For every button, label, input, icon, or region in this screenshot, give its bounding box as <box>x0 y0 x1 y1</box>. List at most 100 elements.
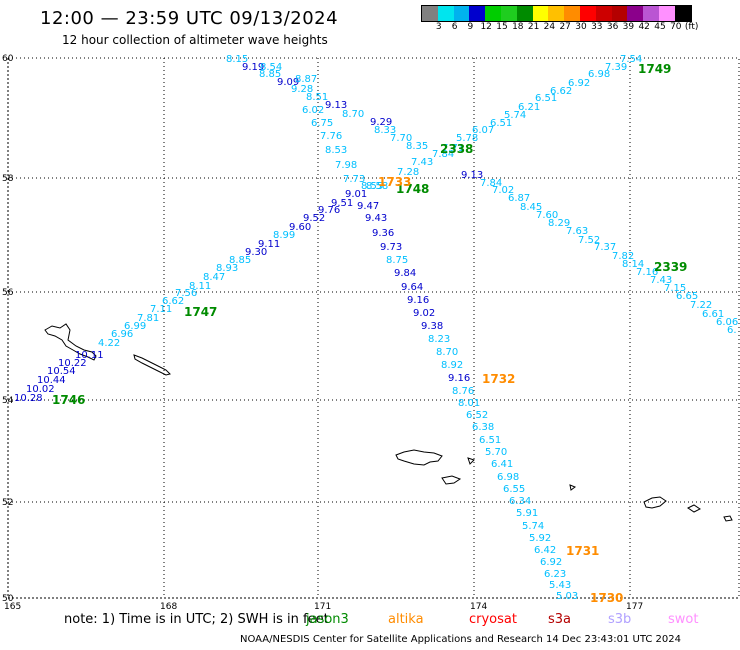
wave-height-value: 8.47 <box>203 272 225 283</box>
color-swatch <box>564 6 580 21</box>
land-island <box>467 457 475 465</box>
wave-height-value: 5.43 <box>549 580 571 591</box>
footer-credit: NOAA/NESDIS Center for Satellite Applica… <box>240 634 682 645</box>
color-swatch <box>548 6 565 21</box>
wave-height-value: 8.35 <box>406 141 428 152</box>
wave-height-value: 5.78 <box>456 133 478 144</box>
wave-height-value: 5.03 <box>556 591 578 602</box>
satellite-name: swot <box>668 612 699 627</box>
altimeter-tracks: 7.547.396.986.926.626.516.215.746.516.07… <box>14 54 738 602</box>
wave-height-value: 8.87 <box>295 74 317 85</box>
wave-height-value: 7.81 <box>137 313 159 324</box>
wave-height-value: 6.92 <box>568 78 590 89</box>
lat-lon-grid: 605856545250165168171174177 <box>2 54 740 612</box>
wave-height-value: 5.91 <box>516 508 538 519</box>
wave-height-value: 6.51 <box>479 435 501 446</box>
wave-height-value: 6.21 <box>518 102 540 113</box>
wave-height-value: 7.98 <box>335 160 357 171</box>
color-swatch <box>453 6 470 21</box>
color-swatch <box>532 6 549 21</box>
wave-height-value: 6.65 <box>676 291 698 302</box>
wave-height-value: 7.15 <box>664 283 686 294</box>
color-swatch <box>422 6 438 21</box>
wave-height-value: 6.41 <box>491 459 513 470</box>
wave-height-value: 7.76 <box>320 131 342 142</box>
wave-height-value: 8.51 <box>306 92 328 103</box>
pass-id-label: 1731 <box>566 544 599 558</box>
wave-height-value: 8.93 <box>216 263 238 274</box>
wave-height-value: 9.16 <box>448 373 470 384</box>
color-scale-label: (ft) <box>684 22 699 32</box>
wave-height-value: 6.99 <box>124 321 146 332</box>
color-scale-label: 12 <box>480 22 492 32</box>
satellite-name: cryosat <box>469 612 517 627</box>
wave-height-value: 9.47 <box>357 201 379 212</box>
wave-height-value: 8.70 <box>436 347 458 358</box>
wave-height-value: 6.34 <box>509 496 531 507</box>
wave-height-value: 4.22 <box>98 338 120 349</box>
lat-label: 50 <box>2 594 14 604</box>
color-scale-label: 30 <box>575 22 587 32</box>
wave-height-value: 6.87 <box>508 193 530 204</box>
lon-label: 168 <box>160 602 177 612</box>
wave-height-value: 9.13 <box>461 170 483 181</box>
lat-label: 56 <box>2 288 14 298</box>
wave-height-value: 7.56 <box>175 288 197 299</box>
color-swatch <box>500 6 517 21</box>
wave-height-value: 8.92 <box>441 360 463 371</box>
land-island <box>44 323 97 361</box>
wave-height-value: 10.02 <box>26 384 55 395</box>
wave-height-value: 8.01 <box>458 398 480 409</box>
wave-height-value: 9.36 <box>372 228 394 239</box>
pass-id-label: 1748 <box>396 182 429 196</box>
pass-id-label: 1732 <box>482 372 515 386</box>
land-island <box>723 515 733 522</box>
wave-height-value: 7.02 <box>492 185 514 196</box>
wave-height-value: 7.22 <box>690 300 712 311</box>
wave-height-value: 9.19 <box>242 62 264 73</box>
wave-height-value: 9.51 <box>331 198 353 209</box>
wave-height-value: 10.28 <box>14 393 43 404</box>
land-masses <box>44 323 733 522</box>
wave-height-value: 9.84 <box>394 268 416 279</box>
color-swatch <box>516 6 533 21</box>
color-scale-label: 18 <box>512 22 524 32</box>
land-island <box>643 496 667 509</box>
wave-height-value: 5.92 <box>529 533 551 544</box>
wave-height-value: 7.63 <box>566 226 588 237</box>
wave-height-value: 6.61 <box>702 309 724 320</box>
wave-height-value: 6. <box>727 325 737 336</box>
wave-height-value: 7.70 <box>390 133 412 144</box>
wave-height-value: 8.29 <box>548 218 570 229</box>
color-swatch <box>485 6 501 21</box>
pass-id-label: 1733 <box>378 175 411 189</box>
wave-height-value: 10.54 <box>47 366 76 377</box>
wave-height-value: 8.11 <box>189 281 211 292</box>
land-island <box>569 484 577 491</box>
wave-height-value: 9.64 <box>401 282 423 293</box>
color-swatch <box>469 6 486 21</box>
color-swatch <box>579 6 596 21</box>
wave-height-value: 10.22 <box>58 358 87 369</box>
lat-label: 54 <box>2 396 14 406</box>
wave-height-value: 7.28 <box>397 167 419 178</box>
pass-id-label: 2338 <box>440 142 473 156</box>
satellite-name: s3a <box>548 612 572 627</box>
wave-height-value: 9.11 <box>258 239 280 250</box>
wave-height-value: 6.06 <box>716 317 738 328</box>
satellite-name: s3b <box>608 612 632 627</box>
wave-height-value: 6.55 <box>503 484 525 495</box>
color-swatch <box>611 6 628 21</box>
note-text: note: 1) Time is in UTC; 2) SWH is in fe… <box>64 612 329 627</box>
color-swatch <box>595 6 612 21</box>
wave-height-value: 9.76 <box>318 205 340 216</box>
wave-height-value: 9.28 <box>291 84 313 95</box>
color-scale-label: 33 <box>591 22 603 32</box>
wave-height-value: 8.23 <box>428 334 450 345</box>
wave-height-value: 8.33 <box>374 125 396 136</box>
lon-label: 165 <box>4 602 21 612</box>
wave-height-value: 7.43 <box>411 157 433 168</box>
wave-height-value: 7.39 <box>605 62 627 73</box>
pass-id-label: 1746 <box>52 393 85 407</box>
